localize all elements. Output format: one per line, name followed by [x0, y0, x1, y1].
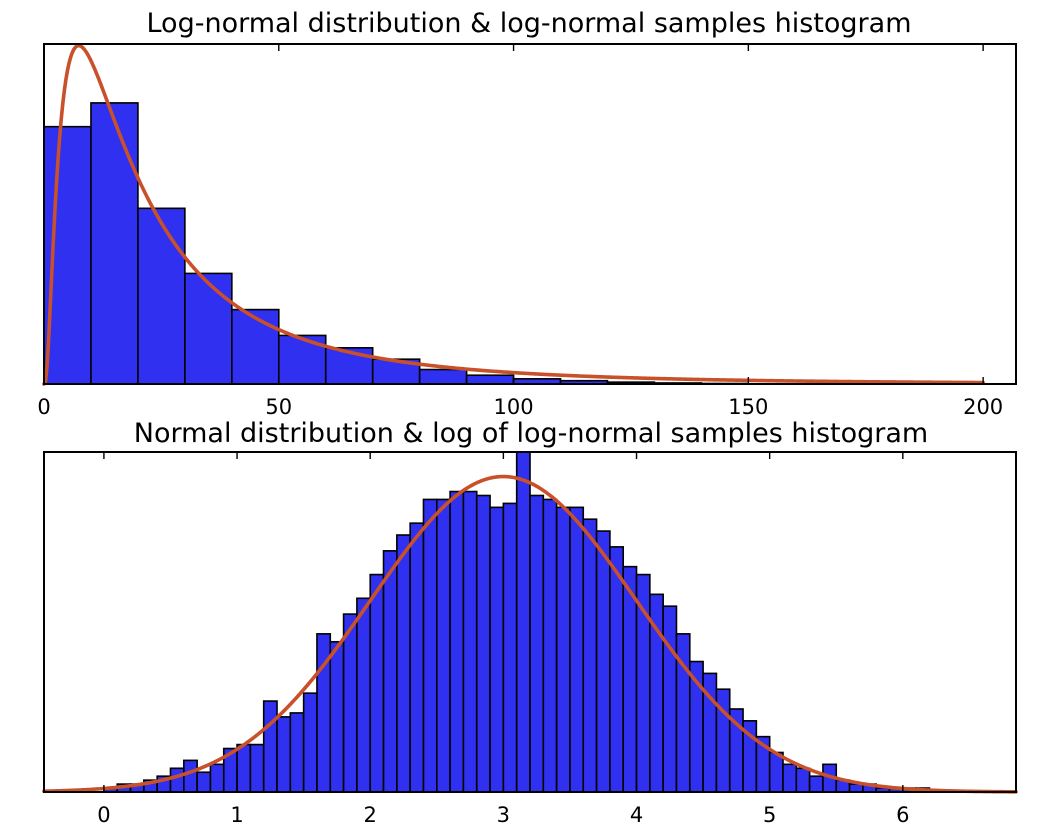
- chart-bottom-normal: Normal distribution & log of log-normal …: [42, 418, 1018, 827]
- histogram-bar: [569, 506, 585, 793]
- x-tick-label: 5: [763, 803, 776, 827]
- histogram-bar: [169, 767, 185, 793]
- histogram-bar: [396, 534, 411, 793]
- histogram-bar: [808, 775, 824, 793]
- histogram-bar: [662, 605, 678, 793]
- histogram-bar: [196, 771, 212, 793]
- histogram-bar: [489, 506, 505, 793]
- pdf-curve: [42, 474, 1018, 794]
- histogram-bar: [209, 763, 225, 793]
- histogram-bar: [529, 494, 545, 793]
- x-tick-label: 0: [97, 803, 110, 827]
- histogram-bar: [595, 530, 611, 793]
- curve-top: [42, 43, 985, 386]
- histogram-bar: [90, 102, 139, 385]
- histogram-bar: [231, 308, 280, 385]
- bars-top: [43, 102, 797, 385]
- chart-title-top: Log-normal distribution & log-normal sam…: [146, 8, 911, 39]
- curve-bottom: [42, 474, 1018, 794]
- histogram-bar: [302, 692, 318, 793]
- x-tick-label: 0: [37, 395, 50, 419]
- histogram-bar: [515, 451, 531, 793]
- ticks-bottom: 0 1 2 3 4 5 6: [97, 452, 910, 827]
- histogram-bar: [137, 207, 186, 385]
- ticks-top: 0 50 100 150 200: [37, 44, 1003, 419]
- histogram-bar: [582, 518, 598, 793]
- pdf-curve: [42, 43, 985, 386]
- histogram-bar: [184, 272, 233, 385]
- histogram-bar: [418, 368, 468, 385]
- bars-bottom: [103, 451, 931, 793]
- x-tick-label: 1: [230, 803, 243, 827]
- axes-frame-top: [43, 43, 1017, 385]
- histogram-bar: [382, 550, 398, 793]
- x-tick-label: 150: [728, 395, 768, 419]
- histogram-bar: [422, 498, 438, 793]
- histogram-bar: [609, 546, 625, 793]
- histogram-bar: [342, 613, 358, 793]
- x-tick-label: 200: [963, 395, 1003, 419]
- x-tick-label: 2: [364, 803, 377, 827]
- histogram-bar: [475, 494, 491, 793]
- x-tick-label: 6: [896, 803, 909, 827]
- x-tick-label: 50: [265, 395, 292, 419]
- histogram-bar: [782, 763, 798, 793]
- histogram-bar: [465, 374, 515, 385]
- axes-frame-bottom: [43, 451, 1017, 793]
- histogram-bar: [435, 498, 451, 793]
- histogram-bar: [369, 573, 385, 793]
- chart-title-bottom: Normal distribution & log of log-normal …: [134, 418, 928, 449]
- histogram-bar: [356, 597, 372, 793]
- chart-top-lognormal: Log-normal distribution & log-normal sam…: [37, 8, 1017, 419]
- histogram-bar: [276, 716, 292, 793]
- histogram-bar: [329, 640, 345, 793]
- histogram-bar: [289, 712, 305, 793]
- histogram-bar: [409, 522, 425, 793]
- histogram-bar: [462, 490, 478, 793]
- x-tick-label: 100: [494, 395, 534, 419]
- histogram-bar: [262, 700, 278, 793]
- histogram-bar: [555, 506, 571, 793]
- histogram-bar: [249, 743, 265, 793]
- histogram-bar: [236, 743, 252, 793]
- x-tick-label: 4: [630, 803, 643, 827]
- histogram-bar: [848, 783, 864, 793]
- histogram-bar: [502, 502, 518, 793]
- histogram-bar: [768, 751, 784, 793]
- histogram-bar: [449, 490, 465, 793]
- x-tick-label: 3: [497, 803, 510, 827]
- histogram-bar: [542, 498, 558, 793]
- histogram-bar: [795, 767, 811, 793]
- histogram-bar: [183, 759, 198, 793]
